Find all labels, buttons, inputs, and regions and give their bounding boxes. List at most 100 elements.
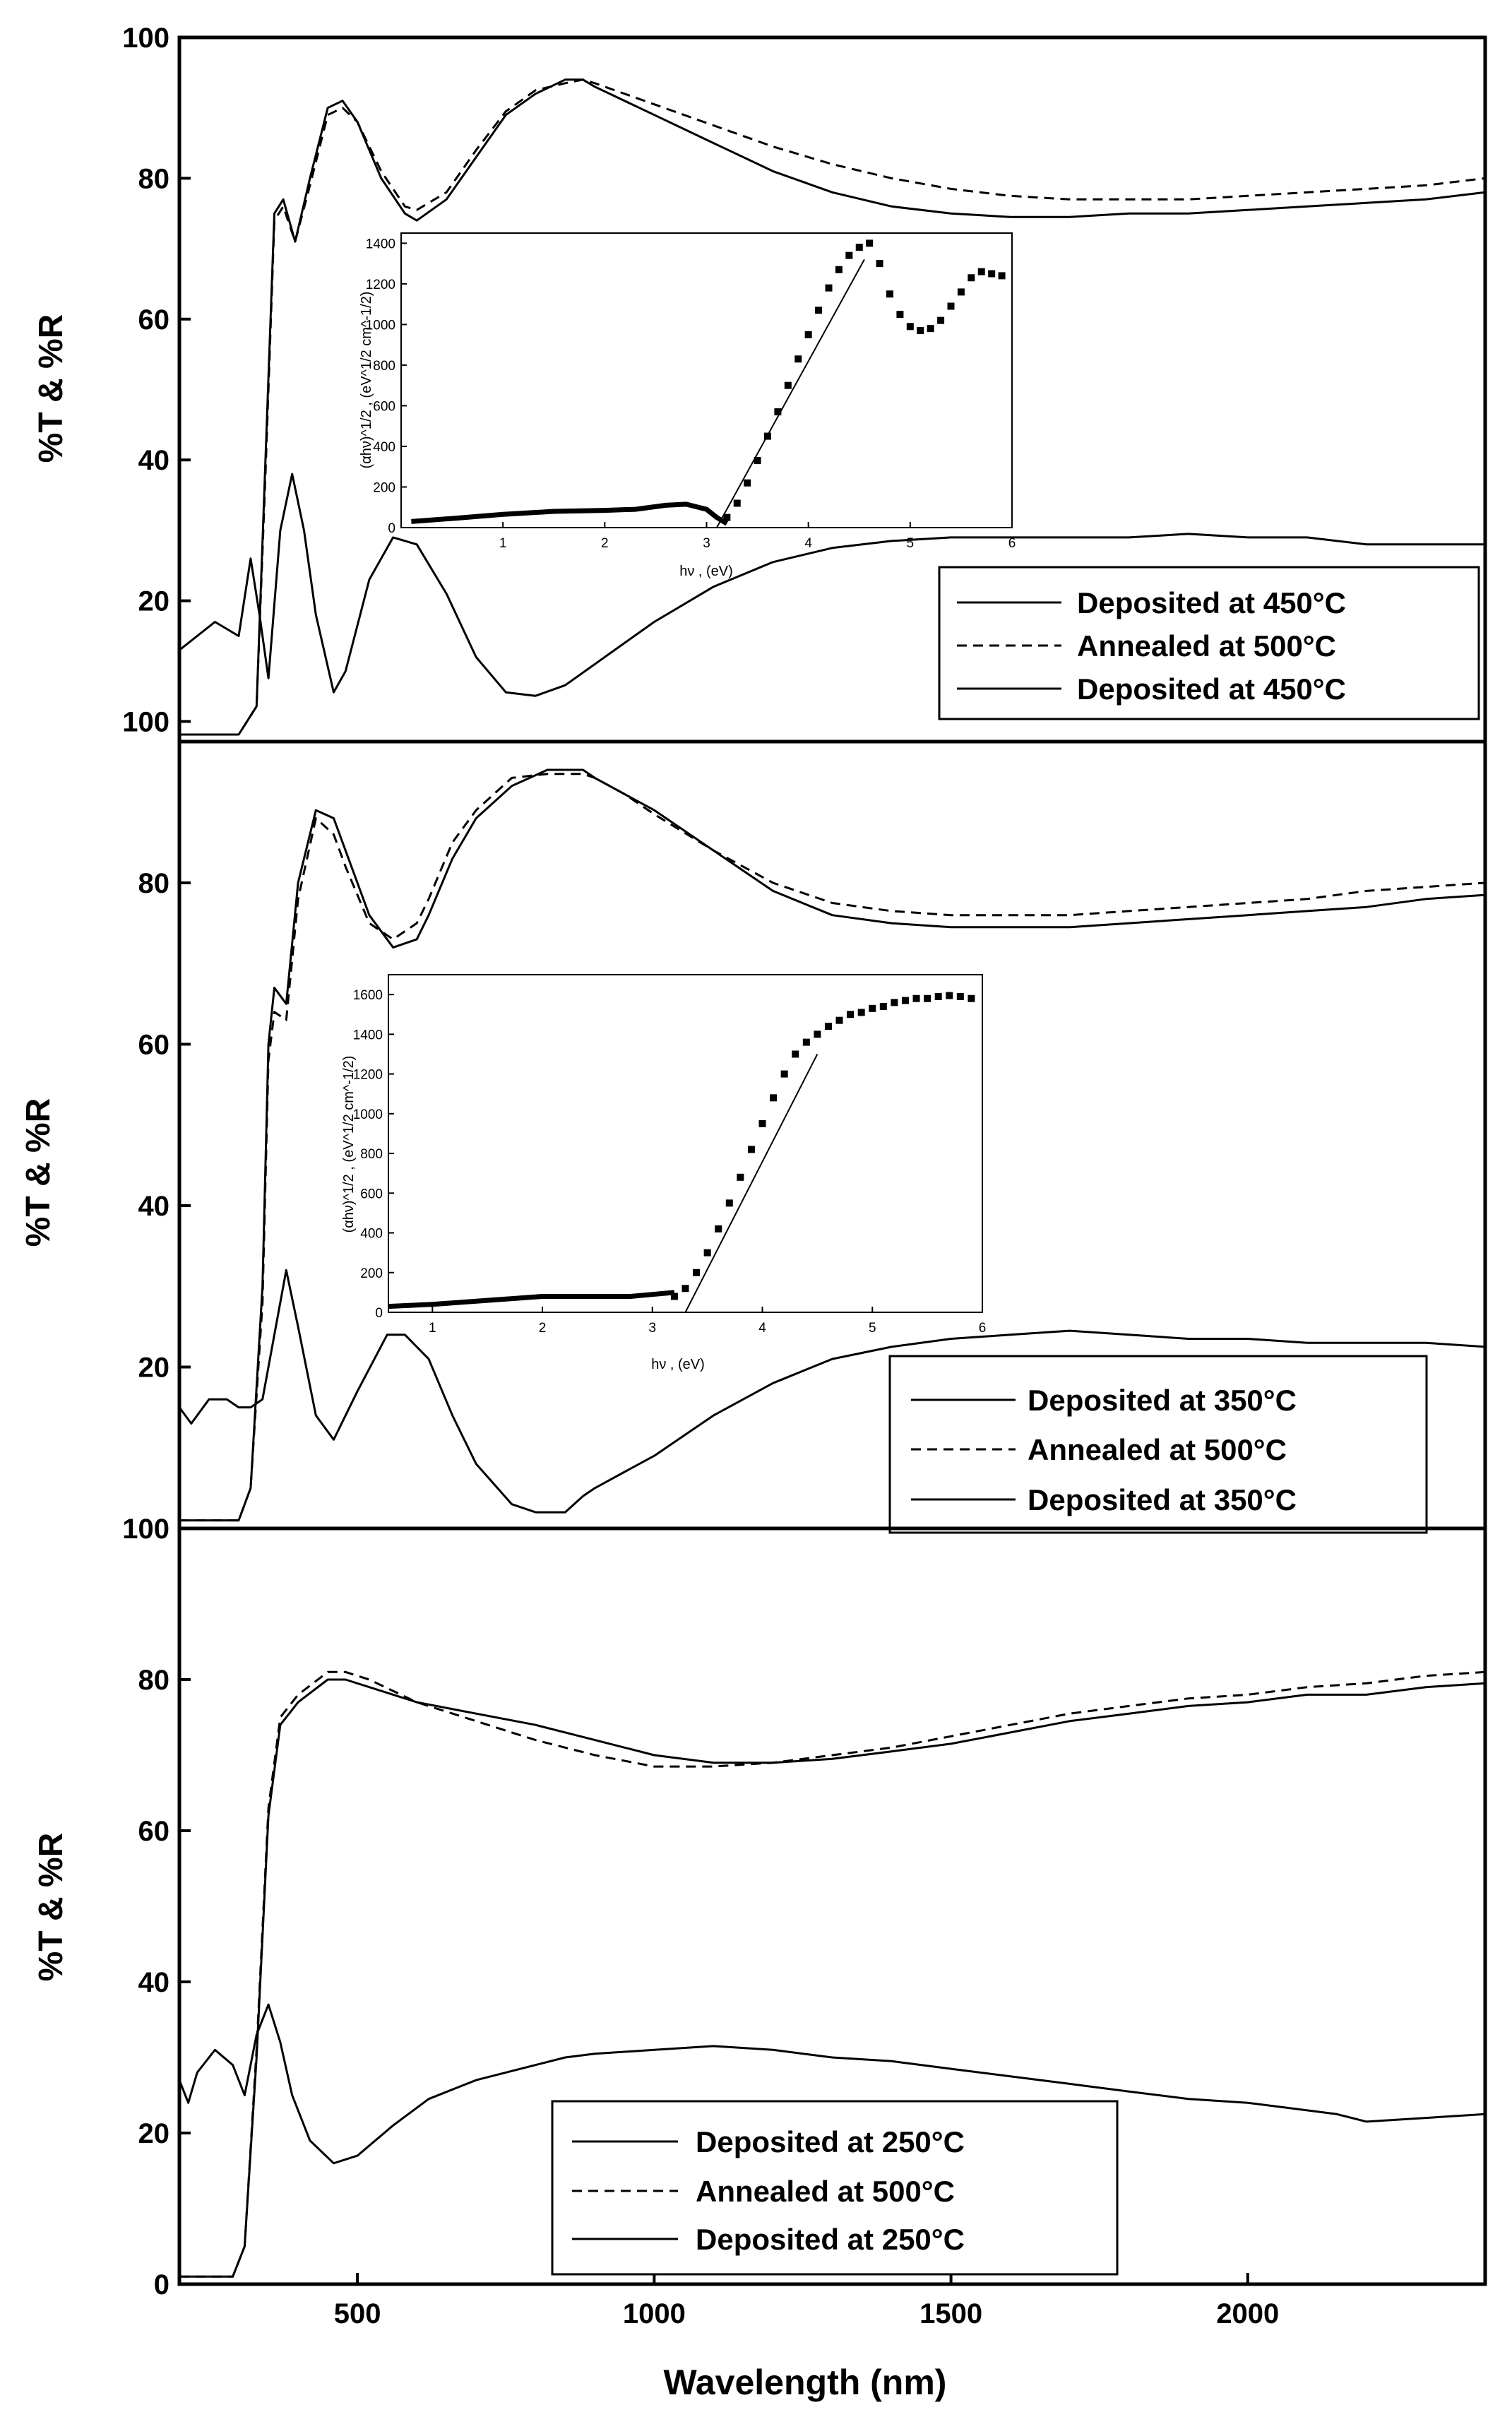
inset-x-tick-label: 2 [601, 536, 609, 551]
inset-x-tick-label: 2 [539, 1321, 547, 1336]
inset-data-point [758, 1119, 766, 1127]
inset-y-tick-label: 800 [373, 359, 395, 374]
inset-frame [388, 974, 983, 1313]
inset-data-point [906, 323, 914, 331]
y-tick-label: 80 [138, 868, 170, 899]
inset-data-point [891, 999, 898, 1006]
legend-label-1: Deposited at 350°C [1028, 1384, 1297, 1417]
inset-y-tick-label: 1400 [353, 1028, 383, 1042]
y-tick-label: 60 [138, 304, 170, 335]
inset-data-point [794, 355, 802, 363]
inset-data-point [968, 994, 975, 1002]
y-tick-label: 0 [154, 2269, 169, 2300]
inset-x-tick-label: 5 [869, 1321, 876, 1336]
inset-data-point [804, 331, 812, 338]
inset-y-tick-label: 1600 [353, 988, 383, 1003]
x-tick-label: 1500 [919, 2298, 982, 2329]
legend-box [888, 1355, 1428, 1534]
inset-x-tick-label: 6 [1008, 536, 1016, 551]
series-line-3-reflectance [178, 2003, 1486, 2165]
legend-box [938, 566, 1480, 720]
inset-data-point [835, 266, 843, 273]
inset-data-point [855, 244, 863, 251]
inset-data-point [824, 1023, 832, 1030]
inset-y-label: (αhν)^1/2 , (eV^1/2 cm^-1/2) [359, 292, 374, 469]
legend-label-3: Deposited at 250°C [696, 2223, 965, 2256]
inset-data-point [774, 408, 782, 416]
inset-y-tick-label: 600 [360, 1187, 383, 1201]
y-tick-label: 40 [138, 1191, 170, 1222]
y-tick-label: 20 [138, 2118, 170, 2149]
inset-x-tick-label: 1 [429, 1321, 436, 1336]
inset-x-tick-label: 1 [499, 536, 507, 551]
x-tick-label: 1000 [623, 2298, 686, 2329]
inset-data-point [917, 327, 924, 335]
inset-y-tick-label: 0 [388, 521, 395, 536]
series-line-3-reflectance [179, 473, 1485, 697]
legend-label-1: Deposited at 250°C [696, 2125, 965, 2158]
inset-data-point [957, 288, 965, 296]
inset-x-tick-label: 6 [979, 1321, 987, 1336]
inset-y-label: (αhν)^1/2 , (eV^1/2 cm^-1/2) [341, 1056, 357, 1233]
inset-data-point [723, 513, 731, 521]
inset-y-tick-label: 1000 [366, 318, 395, 333]
inset-data-point [934, 992, 942, 1000]
y-tick-label: 20 [138, 1352, 170, 1383]
legend-label-3: Deposited at 350°C [1028, 1483, 1297, 1516]
inset-data-point [792, 1050, 799, 1058]
series-line-3-reflectance [178, 1269, 1486, 1514]
inset-data-point [901, 997, 909, 1004]
inset-data-point [896, 311, 904, 319]
inset-x-label: hν , (eV) [651, 1357, 705, 1372]
inset-data-point [770, 1094, 778, 1102]
inset-x-tick-label: 3 [703, 536, 710, 551]
y-tick-label: 100 [122, 706, 169, 737]
inset-data-point [876, 260, 883, 268]
inset-data-point [886, 290, 893, 298]
panel-bottom: 0 20 40 60 80 100 500 1000 1500 2000 %T & %R Wave… [32, 1514, 1487, 2402]
inset-x-label: hν , (eV) [679, 564, 733, 579]
inset-x-tick-label: 5 [907, 536, 915, 551]
legend: Deposited at 250°C Annealed at 500°C Dep… [551, 2100, 1119, 2276]
inset-data-point [988, 270, 996, 278]
inset-data-point [968, 274, 975, 282]
inset-data-point [784, 381, 792, 389]
y-tick-label: 100 [122, 23, 169, 54]
x-tick-label: 500 [334, 2298, 381, 2329]
y-tick-label: 80 [138, 1665, 170, 1696]
inset-data-point [744, 479, 751, 487]
inset-data-point [845, 251, 853, 259]
inset-data-point [747, 1146, 755, 1153]
inset-y-tick-label: 200 [373, 480, 395, 495]
inset-y-tick-label: 1200 [353, 1068, 383, 1083]
legend-label-3: Deposited at 450°C [1077, 672, 1346, 706]
series-line-1-transmittance [179, 768, 1486, 1522]
y-tick-label: 20 [138, 586, 170, 617]
inset-data-point [956, 992, 964, 1000]
inset-data-point [866, 239, 874, 247]
x-tick-label: 2000 [1216, 2298, 1279, 2329]
inset-y-tick-label: 800 [360, 1147, 383, 1162]
y-axis-label: %T & %R [20, 1098, 57, 1247]
y-tick-label: 40 [138, 445, 170, 476]
inset-data-point [947, 302, 955, 310]
inset-data-point [733, 499, 741, 507]
inset-y-tick-label: 200 [360, 1266, 383, 1281]
inset-data-point [825, 284, 833, 292]
inset-data-point [754, 457, 761, 465]
inset-data-point [869, 1004, 876, 1012]
plot-frame [177, 1526, 1487, 2286]
inset-x-tick-label: 4 [804, 536, 812, 551]
inset-baseline-curve [411, 501, 729, 526]
inset-data-point [681, 1285, 689, 1293]
y-tick-label: 100 [122, 1514, 169, 1545]
inset-data-point [815, 307, 823, 314]
legend: Deposited at 450°C Annealed at 500°C Dep… [938, 566, 1480, 720]
inset-fit-line [684, 1054, 818, 1313]
inset-data-point [946, 992, 953, 999]
y-tick-label: 40 [138, 1967, 170, 1998]
x-axis-label: Wavelength (nm) [664, 2363, 947, 2402]
inset-data-point [977, 268, 985, 275]
